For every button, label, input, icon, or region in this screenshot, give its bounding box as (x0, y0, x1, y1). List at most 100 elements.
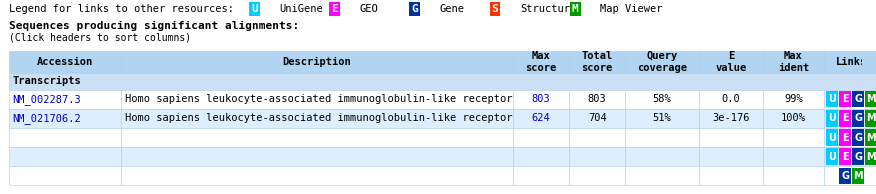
Text: XM_001125918.1: XM_001125918.1 (12, 171, 100, 181)
Text: 2e-103: 2e-103 (712, 152, 750, 162)
FancyBboxPatch shape (763, 109, 823, 128)
Text: E: E (842, 94, 849, 104)
Text: (Click headers to sort columns): (Click headers to sort columns) (9, 33, 191, 43)
Text: Structure: Structure (520, 4, 576, 14)
Text: M: M (866, 94, 876, 104)
FancyBboxPatch shape (763, 147, 823, 166)
FancyBboxPatch shape (569, 51, 625, 73)
FancyBboxPatch shape (698, 128, 763, 147)
FancyBboxPatch shape (823, 147, 876, 166)
FancyBboxPatch shape (513, 51, 569, 73)
FancyBboxPatch shape (9, 51, 121, 73)
FancyBboxPatch shape (121, 90, 513, 109)
FancyBboxPatch shape (839, 148, 851, 165)
Text: G: G (841, 171, 849, 181)
Text: 3e-176: 3e-176 (712, 113, 750, 123)
Text: G: G (854, 94, 862, 104)
FancyBboxPatch shape (763, 128, 823, 147)
FancyBboxPatch shape (9, 128, 121, 147)
Text: 704: 704 (588, 113, 606, 123)
FancyBboxPatch shape (513, 128, 569, 147)
Text: NM_021270.2: NM_021270.2 (12, 151, 81, 162)
Text: 3.5: 3.5 (722, 171, 740, 181)
FancyBboxPatch shape (826, 148, 838, 165)
Text: 5e-132: 5e-132 (712, 133, 750, 143)
Text: 53%: 53% (653, 133, 671, 143)
FancyBboxPatch shape (121, 51, 513, 73)
Text: G: G (854, 152, 862, 162)
Text: NM_021706.2: NM_021706.2 (12, 113, 81, 124)
FancyBboxPatch shape (9, 90, 121, 109)
Text: 383: 383 (532, 152, 550, 162)
FancyBboxPatch shape (9, 147, 121, 166)
FancyBboxPatch shape (823, 51, 876, 73)
Text: 58%: 58% (653, 94, 671, 104)
Text: M: M (866, 152, 876, 162)
Text: NM_002288.3: NM_002288.3 (12, 132, 81, 143)
FancyBboxPatch shape (839, 168, 851, 184)
Text: G: G (412, 4, 418, 14)
Text: 2%: 2% (655, 171, 668, 181)
Text: E: E (842, 113, 849, 123)
Text: Homo sapiens leukocyte-associated immunoglobulin-like receptor: Homo sapiens leukocyte-associated immuno… (125, 133, 512, 143)
FancyBboxPatch shape (625, 147, 698, 166)
FancyBboxPatch shape (121, 109, 513, 128)
FancyBboxPatch shape (569, 90, 625, 109)
Text: Gene: Gene (440, 4, 465, 14)
FancyBboxPatch shape (698, 109, 763, 128)
Text: M: M (866, 133, 876, 143)
Text: 478: 478 (532, 133, 550, 143)
FancyBboxPatch shape (865, 148, 876, 165)
Text: U: U (829, 94, 837, 104)
Text: E: E (331, 4, 338, 14)
Text: Sequences producing significant alignments:: Sequences producing significant alignmen… (9, 21, 299, 31)
FancyBboxPatch shape (852, 129, 864, 146)
Text: 0.0: 0.0 (722, 94, 740, 104)
FancyBboxPatch shape (625, 166, 698, 185)
Text: E: E (842, 152, 849, 162)
FancyBboxPatch shape (839, 91, 851, 107)
FancyBboxPatch shape (698, 147, 763, 166)
FancyBboxPatch shape (852, 168, 864, 184)
Text: 46%: 46% (653, 152, 671, 162)
Text: Transcripts: Transcripts (13, 76, 81, 87)
FancyBboxPatch shape (513, 166, 569, 185)
FancyBboxPatch shape (865, 129, 876, 146)
FancyBboxPatch shape (9, 73, 876, 90)
Text: 40.1: 40.1 (529, 171, 554, 181)
Text: 99%: 99% (784, 94, 802, 104)
FancyBboxPatch shape (852, 110, 864, 127)
FancyBboxPatch shape (569, 147, 625, 166)
Text: Links: Links (836, 57, 867, 67)
FancyBboxPatch shape (625, 90, 698, 109)
Text: G: G (854, 113, 862, 123)
FancyBboxPatch shape (823, 128, 876, 147)
FancyBboxPatch shape (852, 91, 864, 107)
FancyBboxPatch shape (569, 128, 625, 147)
Text: 624: 624 (532, 113, 550, 123)
Text: 100%: 100% (781, 171, 806, 181)
FancyBboxPatch shape (698, 166, 763, 185)
Text: S: S (491, 4, 498, 14)
Text: E: E (842, 133, 849, 143)
Text: 100%: 100% (781, 113, 806, 123)
FancyBboxPatch shape (852, 148, 864, 165)
FancyBboxPatch shape (763, 90, 823, 109)
FancyBboxPatch shape (823, 166, 876, 185)
FancyBboxPatch shape (823, 109, 876, 128)
FancyBboxPatch shape (625, 128, 698, 147)
Text: M: M (853, 171, 863, 181)
FancyBboxPatch shape (839, 129, 851, 146)
FancyBboxPatch shape (826, 110, 838, 127)
Text: 51%: 51% (653, 113, 671, 123)
FancyBboxPatch shape (826, 129, 838, 146)
FancyBboxPatch shape (826, 91, 838, 107)
Text: 40.1: 40.1 (584, 171, 610, 181)
FancyBboxPatch shape (513, 147, 569, 166)
Text: U: U (829, 113, 837, 123)
Text: PREDICTED: Homo sapiens hypothetical protein LOC727872 (LOC: PREDICTED: Homo sapiens hypothetical pro… (125, 171, 494, 181)
Text: Total
score: Total score (582, 51, 613, 73)
Text: U: U (251, 4, 258, 14)
Text: 803: 803 (588, 94, 606, 104)
FancyBboxPatch shape (9, 109, 121, 128)
